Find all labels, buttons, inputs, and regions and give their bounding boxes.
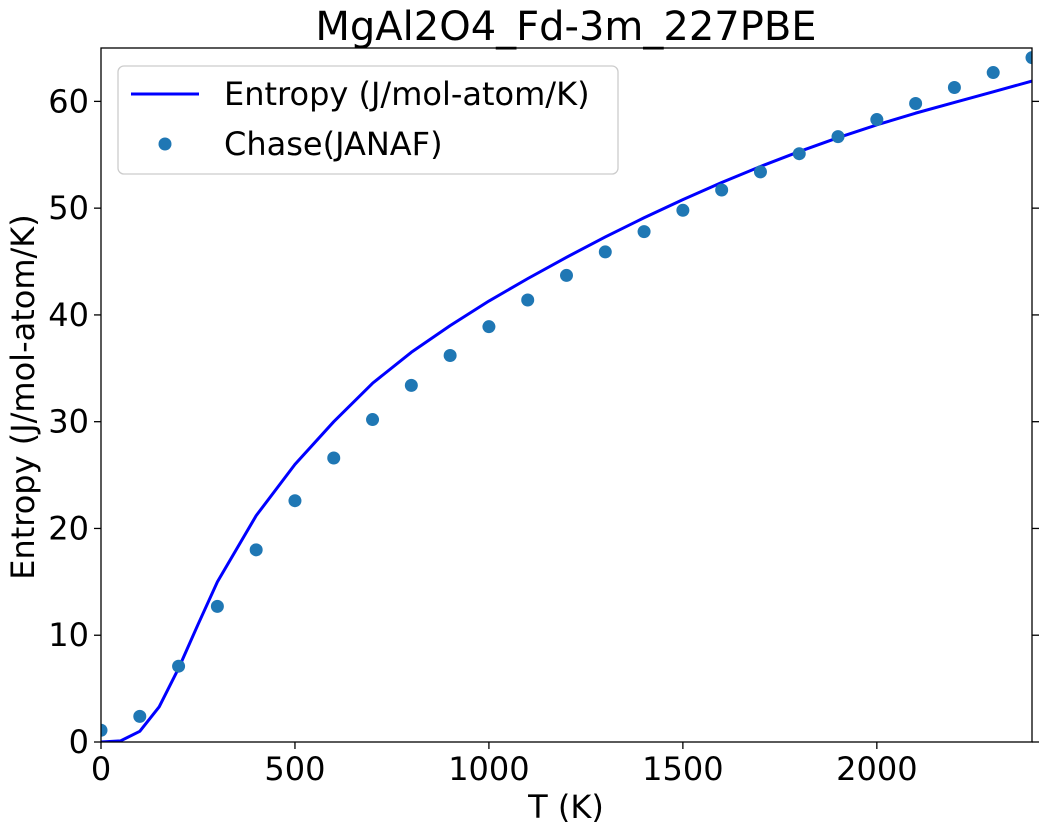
- data-point-chase: [870, 113, 884, 127]
- data-point-chase: [101, 723, 108, 737]
- y-tick-label: 60: [48, 82, 89, 120]
- axes: 0 500 1000 1500 2000 0 10 20 30 40 50 60: [48, 47, 1039, 788]
- data-point-chase: [521, 293, 535, 307]
- data-point-chase: [947, 81, 961, 94]
- x-tick-label: 500: [264, 750, 325, 788]
- data-point-chase: [560, 268, 573, 282]
- plot-area: [101, 51, 1032, 742]
- legend: Entropy (J/mol-atom/K) Chase(JANAF): [117, 65, 619, 175]
- y-axis-label: Entropy (J/mol-atom/K): [4, 214, 42, 580]
- data-point-chase: [986, 66, 1000, 80]
- data-point-chase: [715, 183, 729, 197]
- x-tick-label: 0: [91, 750, 111, 788]
- plot-frame: [100, 47, 1033, 743]
- data-point-chase: [210, 599, 224, 613]
- legend-label-entropy: Entropy (J/mol-atom/K): [224, 75, 590, 113]
- data-point-chase: [288, 494, 302, 508]
- y-tick-label: 20: [48, 509, 89, 547]
- data-point-chase: [366, 413, 380, 427]
- y-tick-label: 10: [48, 616, 89, 654]
- data-point-chase: [909, 97, 923, 111]
- x-tick-label: 2000: [836, 750, 917, 788]
- data-point-chase: [443, 349, 457, 362]
- data-point-chase: [327, 451, 341, 465]
- data-point-chase: [249, 543, 263, 557]
- data-point-chase: [482, 320, 496, 334]
- chart-title: MgAl2O4_Fd-3m_227PBE: [315, 4, 816, 50]
- y-tick-label: 40: [48, 296, 89, 334]
- y-tick-label: 0: [69, 723, 89, 761]
- data-point-chase: [598, 245, 612, 259]
- data-point-chase: [1025, 51, 1032, 65]
- y-tick-label: 50: [48, 189, 89, 227]
- data-point-chase: [404, 378, 418, 392]
- legend-swatch-chase-marker: [158, 137, 172, 151]
- y-tick-label: 30: [48, 403, 89, 441]
- x-tick-label: 1000: [448, 750, 529, 788]
- data-point-chase: [637, 225, 651, 239]
- legend-box: [117, 65, 619, 175]
- x-tick-label: 1500: [642, 750, 723, 788]
- x-axis-label: T (K): [527, 788, 604, 826]
- data-point-chase: [831, 130, 845, 144]
- data-point-chase: [676, 203, 690, 217]
- series-line-entropy: [101, 79, 1032, 742]
- data-point-chase: [172, 659, 186, 673]
- data-point-chase: [133, 709, 147, 723]
- data-point-chase: [792, 147, 806, 161]
- legend-label-chase: Chase(JANAF): [224, 125, 443, 163]
- data-point-chase: [753, 165, 767, 179]
